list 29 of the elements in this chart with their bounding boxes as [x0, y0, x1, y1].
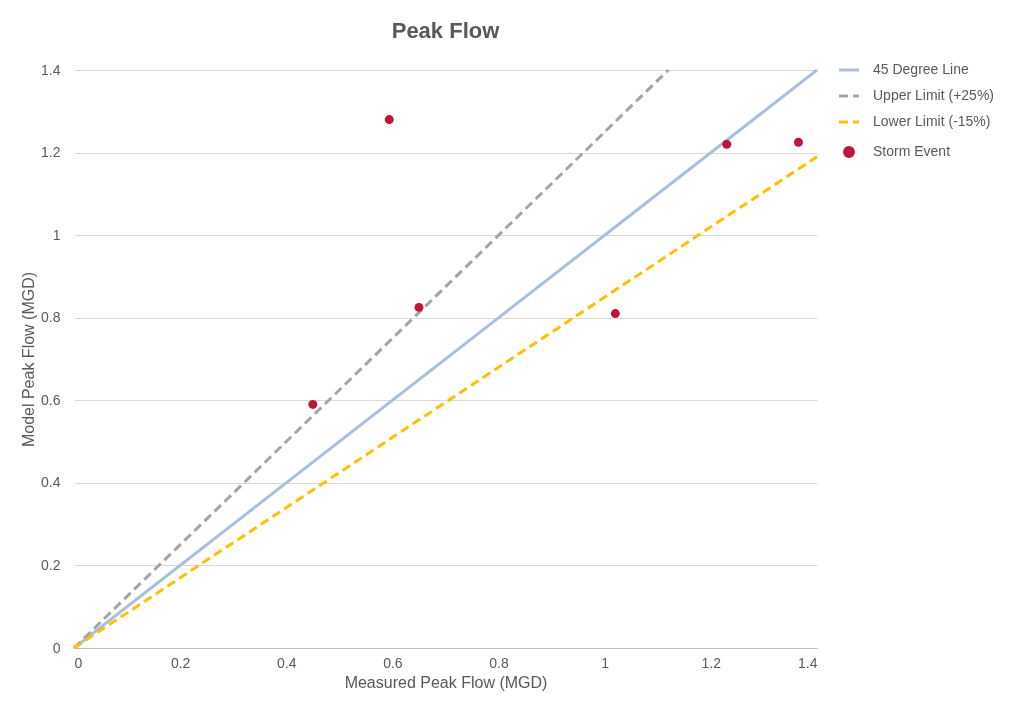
- y-tick-label: 1: [52, 226, 61, 243]
- y-tick-label: 0: [52, 639, 61, 656]
- y-tick-label: 0.4: [41, 474, 61, 491]
- y-tick-label: 1.4: [41, 61, 61, 78]
- chart-title: Peak Flow: [391, 18, 501, 43]
- point: [384, 115, 394, 125]
- y-axis-title: Model Peak Flow (MGD): [20, 271, 38, 448]
- legend-label: Upper Limit (+25%): [873, 87, 994, 103]
- x-tick-label: 0.4: [277, 654, 297, 671]
- x-tick-label: 1: [601, 654, 610, 671]
- legend-label: 45 Degree Line: [873, 61, 969, 77]
- x-axis-title: Measured Peak Flow (MGD): [344, 673, 548, 691]
- legend-label: Lower Limit (-15%): [873, 113, 991, 129]
- x-tick-label: 1.2: [701, 654, 722, 671]
- x-tick-label: 0: [74, 654, 83, 671]
- y-tick-label: 0.2: [41, 556, 61, 573]
- point: [793, 137, 803, 147]
- y-tick-label: 0.8: [41, 309, 61, 326]
- point: [722, 139, 732, 149]
- point: [414, 302, 424, 312]
- y-tick-label: 0.6: [41, 391, 61, 408]
- x-tick-label: 0.2: [170, 654, 191, 671]
- point: [308, 399, 318, 409]
- x-tick-label: 1.4: [798, 654, 818, 671]
- x-tick-label: 0.6: [383, 654, 403, 671]
- y-tick-label: 1.2: [41, 144, 61, 161]
- legend-label: Storm Event: [873, 143, 951, 159]
- point: [610, 309, 620, 319]
- x-tick-label: 0.8: [489, 654, 510, 671]
